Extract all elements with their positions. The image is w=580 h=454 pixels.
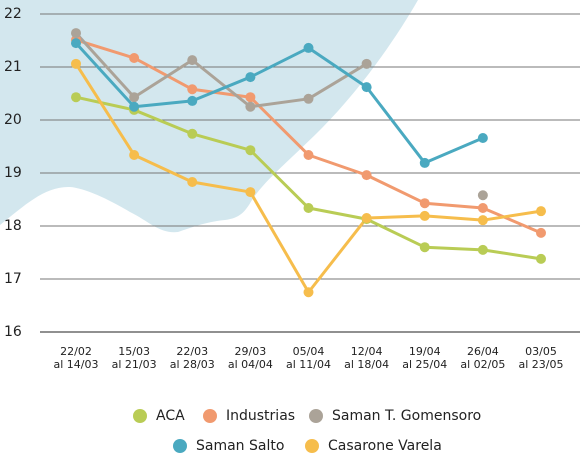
legend-marker xyxy=(173,439,187,453)
x-tick-label: 26/04 xyxy=(467,345,499,358)
legend-label: Saman Salto xyxy=(196,438,284,454)
x-tick-label: al 28/03 xyxy=(170,358,215,371)
legend-marker xyxy=(305,439,319,453)
data-point xyxy=(71,28,81,39)
x-tick-label: al 02/05 xyxy=(460,358,505,371)
x-tick-label: 29/03 xyxy=(235,345,267,358)
data-point xyxy=(303,149,314,160)
y-tick-label: 21 xyxy=(4,59,22,75)
legend-label: ACA xyxy=(156,408,185,424)
series-line xyxy=(74,42,484,165)
x-tick-label: al 25/04 xyxy=(402,358,447,371)
y-tick-label: 20 xyxy=(4,112,22,128)
data-point xyxy=(71,58,81,69)
data-point xyxy=(303,93,314,104)
data-point xyxy=(536,227,546,238)
data-point xyxy=(361,170,372,181)
data-point xyxy=(419,198,430,209)
data-point xyxy=(187,128,198,139)
x-tick-label: al 14/03 xyxy=(54,358,99,371)
data-point xyxy=(187,84,198,95)
data-point xyxy=(361,213,372,224)
y-tick-label: 16 xyxy=(4,324,22,340)
data-point xyxy=(245,72,256,83)
x-tick-label: 22/03 xyxy=(176,345,208,358)
legend-marker xyxy=(203,409,217,423)
data-point xyxy=(245,145,256,156)
legend-marker xyxy=(309,409,323,423)
data-point xyxy=(303,202,314,213)
data-point xyxy=(187,55,198,66)
x-tick-label: 05/04 xyxy=(293,345,325,358)
legend-marker xyxy=(133,409,147,423)
data-point xyxy=(245,92,256,103)
y-tick-label: 19 xyxy=(4,165,22,181)
data-point xyxy=(361,58,372,69)
data-point xyxy=(245,101,256,112)
x-tick-label: al 04/04 xyxy=(228,358,273,371)
x-tick-label: al 11/04 xyxy=(286,358,331,371)
data-point xyxy=(71,92,81,103)
data-point xyxy=(129,52,140,63)
x-tick-label: 22/02 xyxy=(60,345,92,358)
x-tick-label: al 23/05 xyxy=(519,358,564,371)
x-tick-label: 12/04 xyxy=(351,345,383,358)
legend-label: Industrias xyxy=(226,408,295,424)
x-tick-label: 15/03 xyxy=(118,345,150,358)
data-point xyxy=(419,157,430,168)
data-point xyxy=(129,149,140,160)
legend-label: Saman T. Gomensoro xyxy=(332,408,481,424)
data-point xyxy=(477,133,488,144)
data-point xyxy=(361,82,372,93)
background-shape xyxy=(0,0,418,233)
x-tick-label: al 21/03 xyxy=(112,358,157,371)
data-point xyxy=(187,95,198,106)
data-point xyxy=(419,242,430,253)
data-point xyxy=(536,206,546,217)
data-point xyxy=(477,202,488,213)
data-point xyxy=(187,177,198,188)
data-point xyxy=(303,287,314,298)
data-point xyxy=(536,253,546,264)
x-tick-label: 19/04 xyxy=(409,345,441,358)
data-point xyxy=(71,38,81,49)
x-tick-label: 03/05 xyxy=(525,345,557,358)
data-point xyxy=(477,244,488,255)
legend-label: Casarone Varela xyxy=(328,438,442,454)
data-point xyxy=(129,92,140,103)
y-tick-label: 18 xyxy=(4,218,22,234)
data-point xyxy=(245,187,256,198)
data-point xyxy=(477,190,488,201)
data-point xyxy=(129,101,140,112)
y-tick-label: 22 xyxy=(4,6,22,22)
data-point xyxy=(477,215,488,226)
x-tick-label: al 18/04 xyxy=(344,358,389,371)
y-tick-label: 17 xyxy=(4,271,22,287)
data-point xyxy=(419,210,430,221)
data-point xyxy=(303,42,314,53)
